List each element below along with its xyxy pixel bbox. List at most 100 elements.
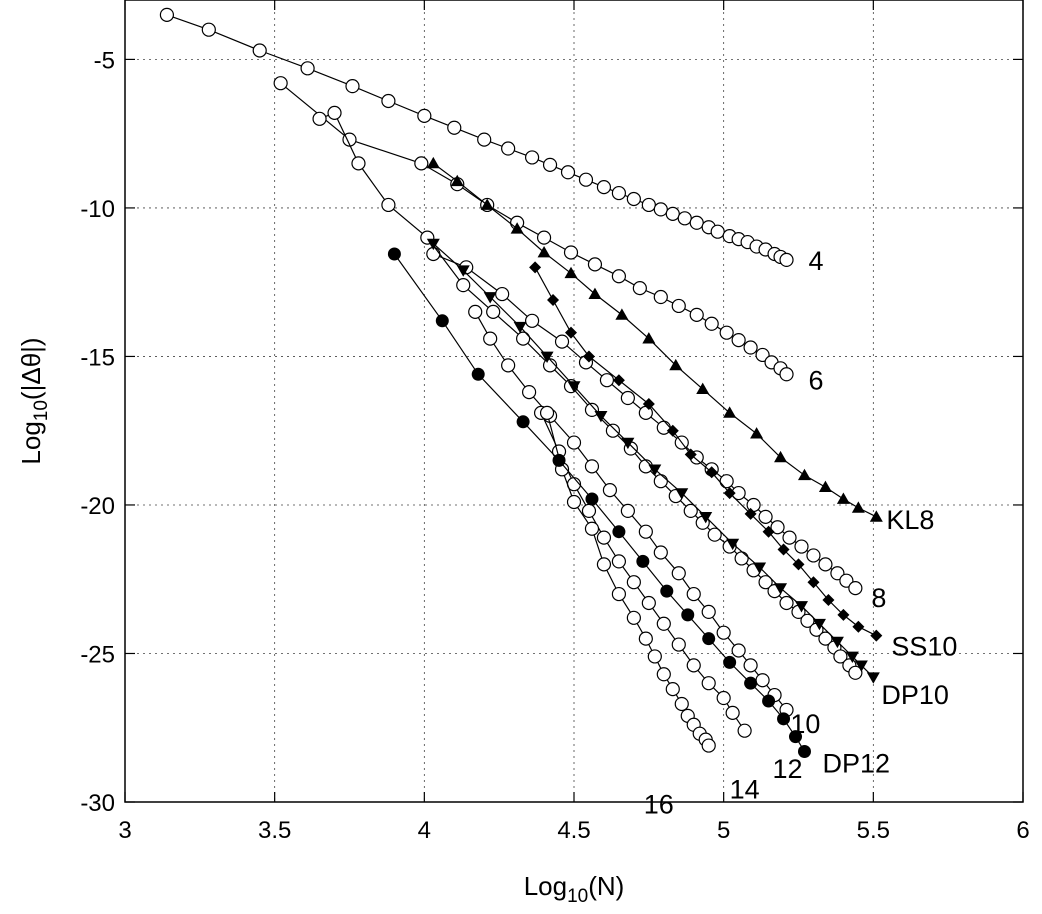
series-label: 10 [790, 709, 820, 739]
data-point [723, 406, 737, 418]
x-tick-label: 5.5 [857, 817, 890, 844]
data-point [587, 257, 603, 272]
series-kl8 [426, 156, 883, 522]
data-point [327, 105, 342, 120]
data-point [611, 269, 627, 284]
data-point [426, 156, 440, 169]
data-point [381, 93, 396, 109]
data-point [468, 304, 483, 319]
data-point [710, 224, 725, 239]
data-point [471, 367, 485, 381]
data-point [584, 459, 600, 474]
data-point [599, 373, 615, 388]
data-point [779, 252, 794, 268]
data-point [620, 503, 635, 519]
data-point [758, 575, 773, 590]
data-point [848, 581, 863, 596]
data-point [779, 595, 794, 611]
data-point [653, 474, 668, 489]
series-label: 14 [730, 775, 760, 805]
data-point [792, 558, 805, 571]
data-point [547, 294, 560, 307]
data-point [830, 636, 844, 649]
data-point [833, 649, 848, 664]
data-point [762, 694, 776, 708]
data-point [605, 423, 621, 438]
data-point [483, 331, 498, 346]
data-point [797, 468, 811, 481]
data-point [719, 474, 734, 489]
data-point [540, 351, 554, 363]
data-point [642, 332, 656, 344]
data-point [671, 298, 686, 314]
data-point [596, 557, 612, 572]
data-point [501, 141, 516, 156]
series-label: DP10 [881, 680, 949, 710]
data-point [387, 247, 401, 261]
data-point [660, 584, 674, 598]
y-tick-label: -10 [80, 196, 115, 223]
data-point [681, 608, 695, 622]
data-point [807, 576, 820, 589]
data-point [674, 696, 689, 712]
data-point [612, 374, 625, 387]
data-point [578, 172, 594, 187]
data-point [477, 132, 492, 147]
data-point [675, 488, 689, 500]
data-point [632, 281, 647, 296]
data-point [563, 245, 579, 260]
data-point [201, 22, 216, 37]
y-tick-label: -30 [80, 790, 115, 817]
data-point [818, 557, 833, 572]
series-16 [539, 405, 716, 753]
series-4 [159, 7, 794, 268]
data-point [848, 665, 863, 680]
series-label: KL8 [886, 505, 934, 535]
data-point [770, 520, 785, 535]
data-point [596, 180, 612, 195]
data-point [684, 448, 697, 461]
data-point [723, 655, 737, 669]
data-point [701, 604, 716, 619]
data-point [656, 616, 671, 631]
data-point [656, 667, 671, 682]
data-point [524, 150, 540, 165]
data-point [351, 156, 366, 171]
data-point [584, 402, 600, 418]
data-point [647, 649, 662, 664]
data-point [725, 705, 740, 720]
x-tick-label: 4.5 [557, 817, 590, 844]
data-point [435, 314, 449, 328]
data-point [758, 509, 773, 524]
data-point [513, 321, 527, 334]
data-point [777, 712, 791, 726]
data-point [594, 410, 608, 423]
data-point [426, 238, 440, 251]
series-label: SS10 [891, 632, 957, 662]
data-point [744, 676, 758, 690]
data-point [611, 586, 627, 602]
data-point [615, 308, 629, 320]
series-10 [312, 105, 863, 680]
y-tick-label: -15 [80, 344, 115, 371]
data-point [602, 483, 618, 498]
data-point [588, 287, 602, 299]
series-12 [468, 304, 794, 718]
data-point [782, 530, 797, 545]
data-point [836, 492, 850, 504]
data-point [486, 304, 501, 319]
data-point [345, 79, 360, 94]
data-point [731, 643, 746, 658]
data-point [621, 437, 635, 450]
data-point [417, 108, 432, 123]
data-point [516, 415, 530, 429]
data-point [743, 340, 758, 355]
data-point [566, 494, 582, 510]
data-point [777, 543, 790, 556]
data-point [707, 527, 722, 542]
data-point [159, 7, 175, 22]
series-line [432, 162, 877, 518]
y-tick-label: -25 [80, 641, 115, 668]
data-point [723, 487, 736, 500]
data-point [852, 620, 865, 633]
